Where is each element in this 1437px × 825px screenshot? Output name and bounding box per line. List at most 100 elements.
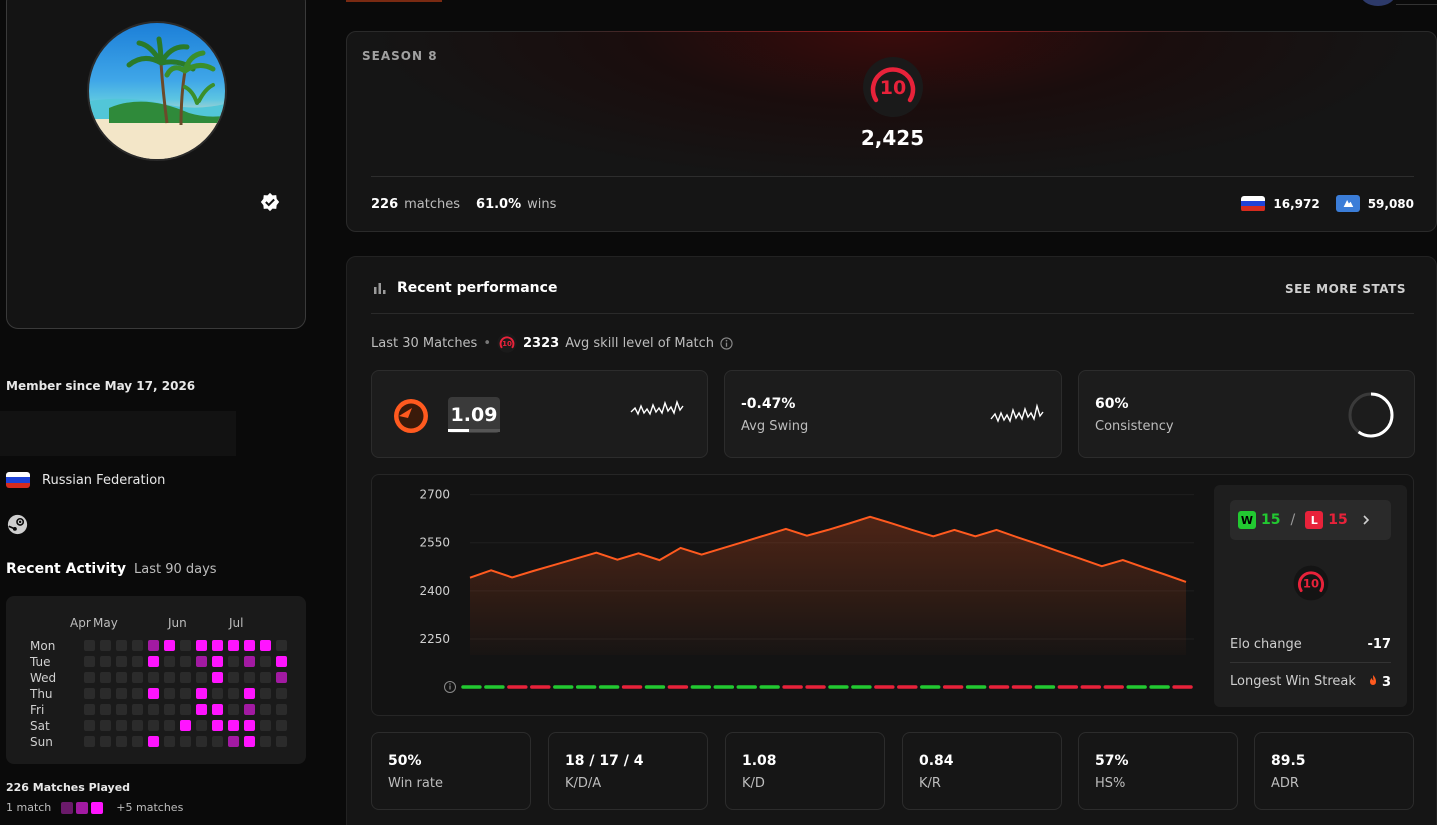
heatmap-cell[interactable] [276, 704, 287, 715]
heatmap-cell[interactable] [244, 704, 255, 715]
heatmap-cell[interactable] [84, 688, 95, 699]
heatmap-cell[interactable] [228, 656, 239, 667]
heatmap-cell[interactable] [244, 720, 255, 731]
see-more-stats-link[interactable]: SEE MORE STATS [1284, 282, 1406, 296]
heatmap-cell[interactable] [100, 704, 111, 715]
heatmap-cell[interactable] [180, 688, 191, 699]
heatmap-cell[interactable] [164, 672, 175, 683]
heatmap-cell[interactable] [196, 736, 207, 747]
heatmap-cell[interactable] [228, 704, 239, 715]
heatmap-cell[interactable] [148, 720, 159, 731]
heatmap-cell[interactable] [116, 704, 127, 715]
heatmap-cell[interactable] [132, 688, 143, 699]
heatmap-cell[interactable] [276, 672, 287, 683]
heatmap-cell[interactable] [276, 736, 287, 747]
region-rank[interactable]: 59,080 [1367, 196, 1414, 211]
heatmap-cell[interactable] [276, 688, 287, 699]
heatmap-cell[interactable] [100, 720, 111, 731]
heatmap-cell[interactable] [100, 688, 111, 699]
heatmap-cell[interactable] [116, 688, 127, 699]
heatmap-cell[interactable] [260, 656, 271, 667]
heatmap-cell[interactable] [116, 672, 127, 683]
heatmap-cell[interactable] [148, 672, 159, 683]
heatmap-cell[interactable] [212, 736, 223, 747]
heatmap-cell[interactable] [148, 704, 159, 715]
heatmap-cell[interactable] [196, 640, 207, 651]
heatmap-cell[interactable] [276, 656, 287, 667]
heatmap-cell[interactable] [180, 672, 191, 683]
heatmap-cell[interactable] [84, 736, 95, 747]
heatmap-cell[interactable] [260, 672, 271, 683]
heatmap-cell[interactable] [260, 640, 271, 651]
heatmap-cell[interactable] [132, 656, 143, 667]
heatmap-cell[interactable] [260, 688, 271, 699]
heatmap-cell[interactable] [244, 688, 255, 699]
win-loss-summary[interactable]: W 15 / L 15 [1230, 500, 1391, 540]
heatmap-cell[interactable] [116, 640, 127, 651]
heatmap-cell[interactable] [260, 704, 271, 715]
heatmap-cell[interactable] [196, 688, 207, 699]
heatmap-cell[interactable] [84, 720, 95, 731]
heatmap-cell[interactable] [84, 656, 95, 667]
heatmap-cell[interactable] [164, 656, 175, 667]
heatmap-cell[interactable] [100, 736, 111, 747]
heatmap-cell[interactable] [132, 640, 143, 651]
heatmap-cell[interactable] [148, 736, 159, 747]
heatmap-cell[interactable] [148, 640, 159, 651]
heatmap-cell[interactable] [180, 720, 191, 731]
heatmap-cell[interactable] [180, 704, 191, 715]
heatmap-cell[interactable] [116, 656, 127, 667]
heatmap-cell[interactable] [164, 736, 175, 747]
heatmap-cell[interactable] [116, 720, 127, 731]
heatmap-cell[interactable] [228, 736, 239, 747]
heatmap-cell[interactable] [260, 736, 271, 747]
heatmap-cell[interactable] [212, 656, 223, 667]
heatmap-cell[interactable] [180, 640, 191, 651]
heatmap-cell[interactable] [196, 720, 207, 731]
heatmap-cell[interactable] [100, 640, 111, 651]
heatmap-cell[interactable] [132, 720, 143, 731]
heatmap-cell[interactable] [212, 720, 223, 731]
heatmap-cell[interactable] [132, 736, 143, 747]
heatmap-cell[interactable] [212, 640, 223, 651]
heatmap-cell[interactable] [100, 672, 111, 683]
heatmap-cell[interactable] [100, 656, 111, 667]
heatmap-cell[interactable] [164, 688, 175, 699]
heatmap-cell[interactable] [228, 640, 239, 651]
heatmap-cell[interactable] [228, 688, 239, 699]
heatmap-cell[interactable] [84, 704, 95, 715]
heatmap-cell[interactable] [164, 640, 175, 651]
heatmap-cell[interactable] [132, 704, 143, 715]
heatmap-cell[interactable] [244, 736, 255, 747]
heatmap-cell[interactable] [180, 736, 191, 747]
heatmap-cell[interactable] [148, 688, 159, 699]
heatmap-cell[interactable] [148, 656, 159, 667]
heatmap-cell[interactable] [164, 704, 175, 715]
heatmap-cell[interactable] [244, 672, 255, 683]
avatar[interactable] [87, 21, 227, 161]
rating-metric[interactable]: 1.09 [371, 370, 708, 458]
country-rank[interactable]: 16,972 [1273, 196, 1320, 211]
heatmap-cell[interactable] [196, 656, 207, 667]
avg-swing-metric[interactable]: -0.47% Avg Swing [724, 370, 1062, 458]
heatmap-cell[interactable] [164, 720, 175, 731]
heatmap-cell[interactable] [212, 688, 223, 699]
heatmap-cell[interactable] [84, 640, 95, 651]
heatmap-cell[interactable] [276, 720, 287, 731]
heatmap-cell[interactable] [180, 656, 191, 667]
heatmap-cell[interactable] [196, 704, 207, 715]
heatmap-cell[interactable] [196, 672, 207, 683]
heatmap-cell[interactable] [228, 672, 239, 683]
heatmap-cell[interactable] [116, 736, 127, 747]
heatmap-cell[interactable] [260, 720, 271, 731]
heatmap-cell[interactable] [132, 672, 143, 683]
heatmap-cell[interactable] [228, 720, 239, 731]
heatmap-cell[interactable] [276, 640, 287, 651]
consistency-metric[interactable]: 60% Consistency [1078, 370, 1415, 458]
info-icon[interactable] [720, 336, 733, 350]
heatmap-cell[interactable] [244, 656, 255, 667]
heatmap-cell[interactable] [84, 672, 95, 683]
heatmap-cell[interactable] [244, 640, 255, 651]
steam-icon[interactable] [7, 514, 28, 535]
heatmap-cell[interactable] [212, 672, 223, 683]
